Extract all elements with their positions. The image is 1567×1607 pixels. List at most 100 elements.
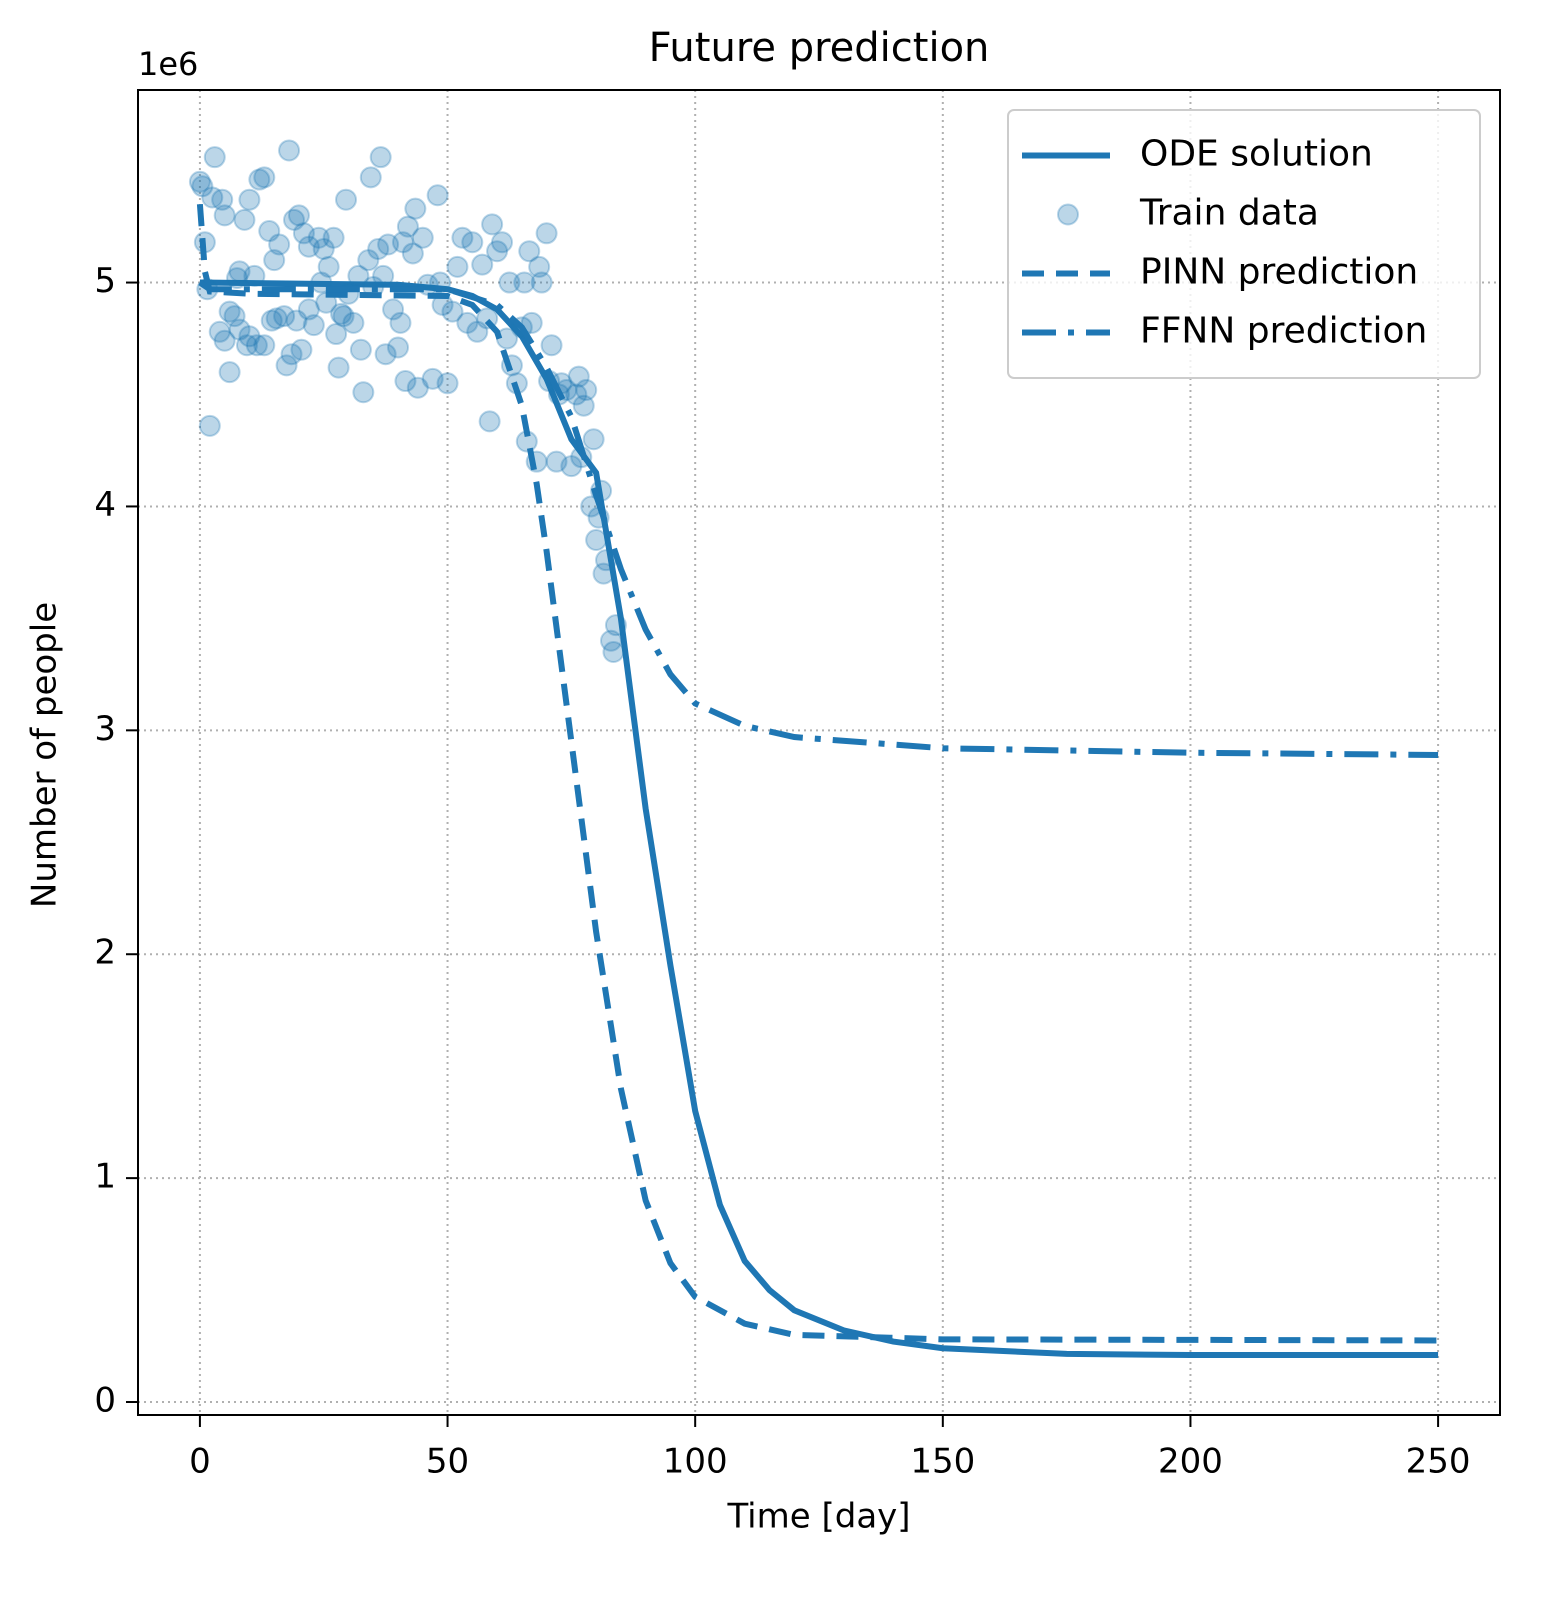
train-point [278,139,301,162]
train-point [213,329,236,352]
train-point [599,629,622,652]
train-point [498,271,521,294]
legend-label: PINN prediction [1140,252,1418,293]
train-point [347,264,370,287]
train-point [268,233,291,256]
legend-label: FFNN prediction [1140,311,1427,352]
train-point [218,300,241,323]
train-point [567,365,590,388]
train-point [401,242,424,265]
train-point [367,237,390,260]
train-point [213,204,236,227]
train-point [602,640,625,663]
train-point [456,311,479,334]
x-axis-label: Time [day] [726,1497,910,1537]
x-tick-label: 150 [910,1442,975,1482]
train-point [292,222,315,245]
train-point [466,320,489,343]
train-point [297,298,320,321]
legend: ODE solution Train data PINN prediction FFN… [1007,109,1481,379]
y-tick-label: 1 [94,1157,116,1197]
train-point [191,175,214,198]
train-point [471,253,494,276]
train-point [287,204,310,227]
x-tick-label: 50 [426,1442,469,1482]
train-point [592,562,615,585]
train-point [357,249,380,272]
train-point [382,298,405,321]
train-point [211,188,234,211]
train-point [530,271,553,294]
train-point [226,267,249,290]
train-point [359,166,382,189]
legend-label: ODE solution [1140,134,1373,175]
train-point [545,450,568,473]
train-point [322,226,345,249]
train-point [585,529,608,552]
train-point [235,334,258,357]
legend-label: Train data [1139,193,1319,234]
train-point [283,208,306,231]
train-point [243,264,266,287]
train-point [391,231,414,254]
y-tick-label: 3 [94,709,116,749]
y-tick-label: 4 [94,485,116,525]
y-tick-label: 2 [94,933,116,973]
train-point [263,249,286,272]
train-point [372,264,395,287]
x-tick-label: 100 [663,1442,728,1482]
train-point [228,318,251,341]
train-point [486,240,509,263]
y-axis-label: Number of people [25,602,65,908]
train-point [273,305,296,328]
train-point [560,455,583,478]
x-tick-label: 250 [1406,1442,1471,1482]
train-point [253,166,276,189]
train-point [389,311,412,334]
train-point [604,614,627,637]
legend-box [1007,109,1481,379]
train-point [260,309,283,332]
train-point [330,302,353,325]
train-point [406,376,429,399]
y-offset-text: 1e6 [138,45,198,83]
train-point [575,379,598,402]
train-point [307,226,330,249]
train-point [481,213,504,236]
train-point [208,320,231,343]
train-point [203,146,226,169]
train-point [297,235,320,258]
train-point [565,383,588,406]
train-point [285,309,308,332]
train-point [218,361,241,384]
train-point [377,233,400,256]
chart-title: Future prediction [649,25,990,71]
train-point [374,343,397,366]
train-point [233,208,256,231]
train-point [404,197,427,220]
train-point [446,255,469,278]
train-point [426,184,449,207]
train-point [258,220,281,243]
train-point [248,168,271,191]
y-tick-label: 5 [94,261,116,301]
train-point [352,381,375,404]
train-point [540,334,563,357]
train-point [327,356,350,379]
train-point [520,311,543,334]
x-tick-label: 0 [189,1442,211,1482]
train-point [451,226,474,249]
train-point [518,240,541,263]
train-point [223,305,246,328]
train-point [535,222,558,245]
train-point [478,410,501,433]
series-line [198,280,1439,758]
train-point [238,325,261,348]
train-point [528,255,551,278]
train-point [312,237,335,260]
train-point [302,314,325,337]
train-point [441,300,464,323]
train-point [253,334,276,357]
train-point [369,146,392,169]
